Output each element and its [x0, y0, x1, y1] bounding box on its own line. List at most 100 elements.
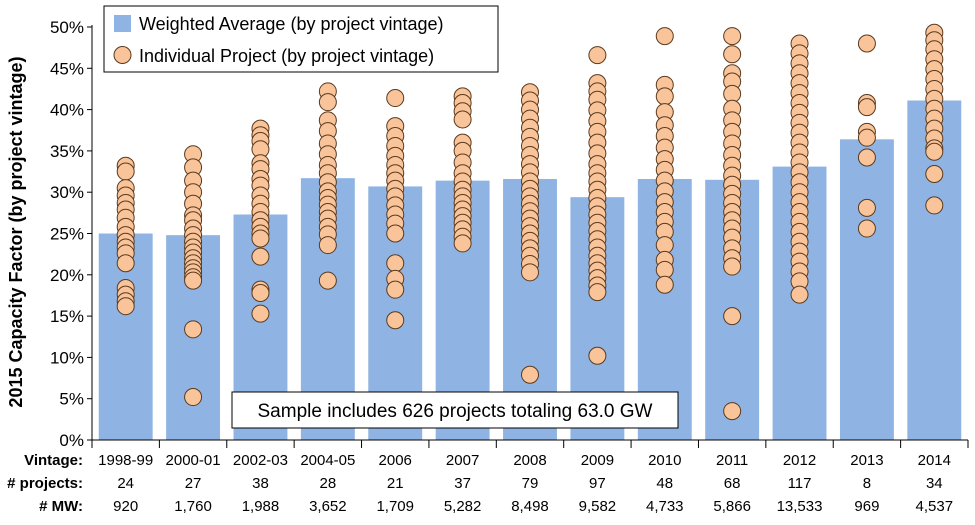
table-cell: 969 — [854, 498, 879, 515]
legend-bar-swatch — [114, 15, 131, 32]
y-tick-label: 45% — [50, 59, 84, 78]
project-point — [251, 304, 270, 323]
y-tick-label: 10% — [50, 348, 84, 367]
project-point — [925, 142, 944, 161]
project-point — [251, 283, 270, 302]
table-cell: 3,652 — [309, 498, 347, 515]
x-tick-label: 2007 — [446, 452, 479, 469]
project-point — [386, 224, 405, 243]
x-tick-label: 2002-03 — [233, 452, 288, 469]
table-cell: 21 — [387, 475, 404, 492]
x-tick-label: 2006 — [379, 452, 412, 469]
table-cell: 68 — [724, 475, 741, 492]
project-point — [857, 219, 876, 238]
table-cell: 38 — [252, 475, 269, 492]
table-row-label: # projects: — [7, 475, 83, 492]
x-tick-label: 2004-05 — [300, 452, 355, 469]
vintage-table: Vintage: 1998-99 2000-01 2002-03 2004-05 2006… — [7, 452, 953, 515]
y-tick-label: 20% — [50, 266, 84, 285]
table-cell: 5,866 — [713, 498, 751, 515]
project-point — [723, 257, 742, 276]
x-tick-label: 2014 — [918, 452, 951, 469]
y-tick-label: 35% — [50, 142, 84, 161]
project-point — [723, 307, 742, 326]
table-cell: 8,498 — [511, 498, 549, 515]
table-cell: 4,537 — [916, 498, 954, 515]
x-tick-label: 2010 — [648, 452, 681, 469]
project-point — [857, 198, 876, 217]
table-cell: 8 — [863, 475, 871, 492]
x-tick-label: 2012 — [783, 452, 816, 469]
project-point — [655, 275, 674, 294]
axes: 0% 5% 10% 15% 20% 25% 30% 35% 40% 45% 50% — [50, 18, 969, 450]
table-cell: 48 — [656, 475, 673, 492]
project-point — [655, 27, 674, 46]
project-point — [318, 93, 337, 112]
x-tick-label: 1998-99 — [98, 452, 153, 469]
project-point — [453, 110, 472, 129]
project-point — [453, 234, 472, 253]
x-tick-label: 2000-01 — [166, 452, 221, 469]
table-row-label: Vintage: — [24, 452, 83, 469]
project-point — [184, 271, 203, 290]
project-point — [386, 280, 405, 299]
table-cell: 1,709 — [376, 498, 414, 515]
table-cell: 1,760 — [174, 498, 212, 515]
table-cell: 27 — [185, 475, 202, 492]
project-point — [386, 254, 405, 273]
table-cell: 24 — [117, 475, 134, 492]
table-cell: 1,988 — [242, 498, 280, 515]
y-tick-label: 0% — [59, 431, 84, 450]
table-cell: 34 — [926, 475, 943, 492]
table-cell: 117 — [788, 475, 812, 492]
x-tick-label: 2008 — [513, 452, 546, 469]
table-cell: 79 — [522, 475, 539, 492]
project-point — [116, 297, 135, 316]
project-point — [588, 346, 607, 365]
project-point — [723, 27, 742, 46]
project-point — [857, 128, 876, 147]
y-tick-label: 30% — [50, 183, 84, 202]
project-point — [521, 263, 539, 282]
table-cell: 28 — [320, 475, 337, 492]
project-point — [386, 89, 405, 108]
x-tick-label: 2011 — [716, 452, 748, 469]
project-point — [723, 402, 742, 421]
project-point — [857, 34, 876, 53]
sample-note-text: Sample includes 626 projects totaling 63… — [258, 401, 653, 422]
table-cell: 4,733 — [646, 498, 684, 515]
individual-project-points — [116, 23, 944, 421]
x-tick-label: 2013 — [850, 452, 883, 469]
project-point — [925, 196, 944, 215]
table-cell: 5,282 — [444, 498, 482, 515]
y-tick-label: 15% — [50, 307, 84, 326]
table-cell: 37 — [454, 475, 471, 492]
table-row-label: # MW: — [39, 498, 83, 515]
project-point — [184, 388, 203, 407]
project-point — [588, 46, 607, 65]
y-tick-label: 40% — [50, 101, 84, 120]
project-point — [857, 98, 876, 117]
table-cell: 97 — [589, 475, 606, 492]
weighted-average-bar — [839, 139, 894, 440]
project-point — [857, 148, 876, 167]
y-axis-label: 2015 Capacity Factor (by project vintage… — [6, 56, 26, 407]
y-tick-label: 25% — [50, 225, 84, 244]
project-point — [116, 162, 135, 181]
project-point — [251, 229, 270, 248]
legend-box — [103, 5, 499, 73]
project-point — [251, 247, 270, 266]
project-point — [318, 236, 337, 255]
project-point — [790, 285, 809, 304]
project-point — [521, 365, 539, 384]
sample-note-box — [231, 391, 679, 429]
project-point — [386, 311, 405, 330]
project-point — [588, 283, 607, 302]
project-point — [184, 320, 203, 339]
table-cell: 920 — [113, 498, 138, 515]
y-tick-label: 5% — [59, 390, 84, 409]
sample-note: Sample includes 626 projects totaling 63… — [231, 391, 679, 429]
project-point — [318, 271, 337, 290]
legend-point-swatch — [113, 46, 132, 64]
